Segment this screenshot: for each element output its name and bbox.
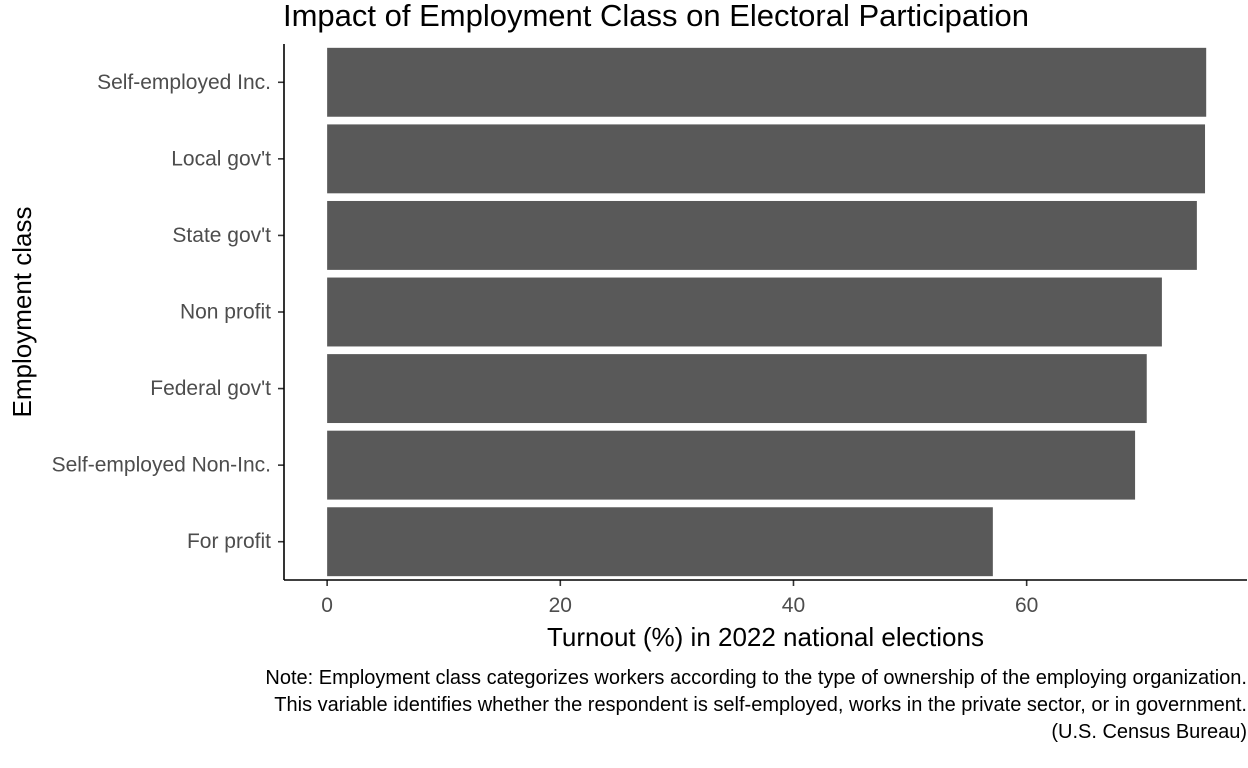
x-axis-title: Turnout (%) in 2022 national elections: [547, 622, 984, 652]
y-axis-title: Employment class: [7, 207, 37, 418]
x-axis-ticks: 0 20 40 60: [321, 580, 1038, 617]
y-tick-label: Self-employed Inc.: [97, 71, 271, 94]
caption-line-3: (U.S. Census Bureau): [1051, 721, 1247, 743]
y-tick-label: Self-employed Non-Inc.: [52, 454, 271, 477]
x-tick-label: 60: [1015, 594, 1038, 617]
y-tick-label: Non profit: [180, 301, 271, 324]
bar-non-profit: [327, 277, 1162, 347]
caption-line-2: This variable identifies whether the res…: [274, 694, 1247, 716]
bar-self-employed-non-inc: [327, 430, 1136, 500]
bars-group: [327, 47, 1207, 577]
x-tick-label: 40: [782, 594, 805, 617]
y-tick-label: For profit: [187, 530, 271, 553]
caption-line-1: Note: Employment class categorizes worke…: [265, 667, 1247, 689]
bar-for-profit: [327, 507, 993, 577]
bar-state-gov-t: [327, 200, 1197, 270]
x-tick-label: 20: [549, 594, 572, 617]
y-tick-label: Federal gov't: [150, 377, 271, 400]
chart-title: Impact of Employment Class on Electoral …: [283, 0, 1029, 33]
y-tick-label: State gov't: [172, 224, 271, 247]
bar-federal-gov-t: [327, 354, 1147, 424]
y-tick-label: Local gov't: [171, 147, 271, 170]
y-axis-ticks: Self-employed Inc. Local gov't State gov't…: [52, 71, 284, 553]
bar-local-gov-t: [327, 124, 1206, 194]
bar-self-employed-inc: [327, 47, 1207, 117]
x-tick-label: 0: [321, 594, 333, 617]
